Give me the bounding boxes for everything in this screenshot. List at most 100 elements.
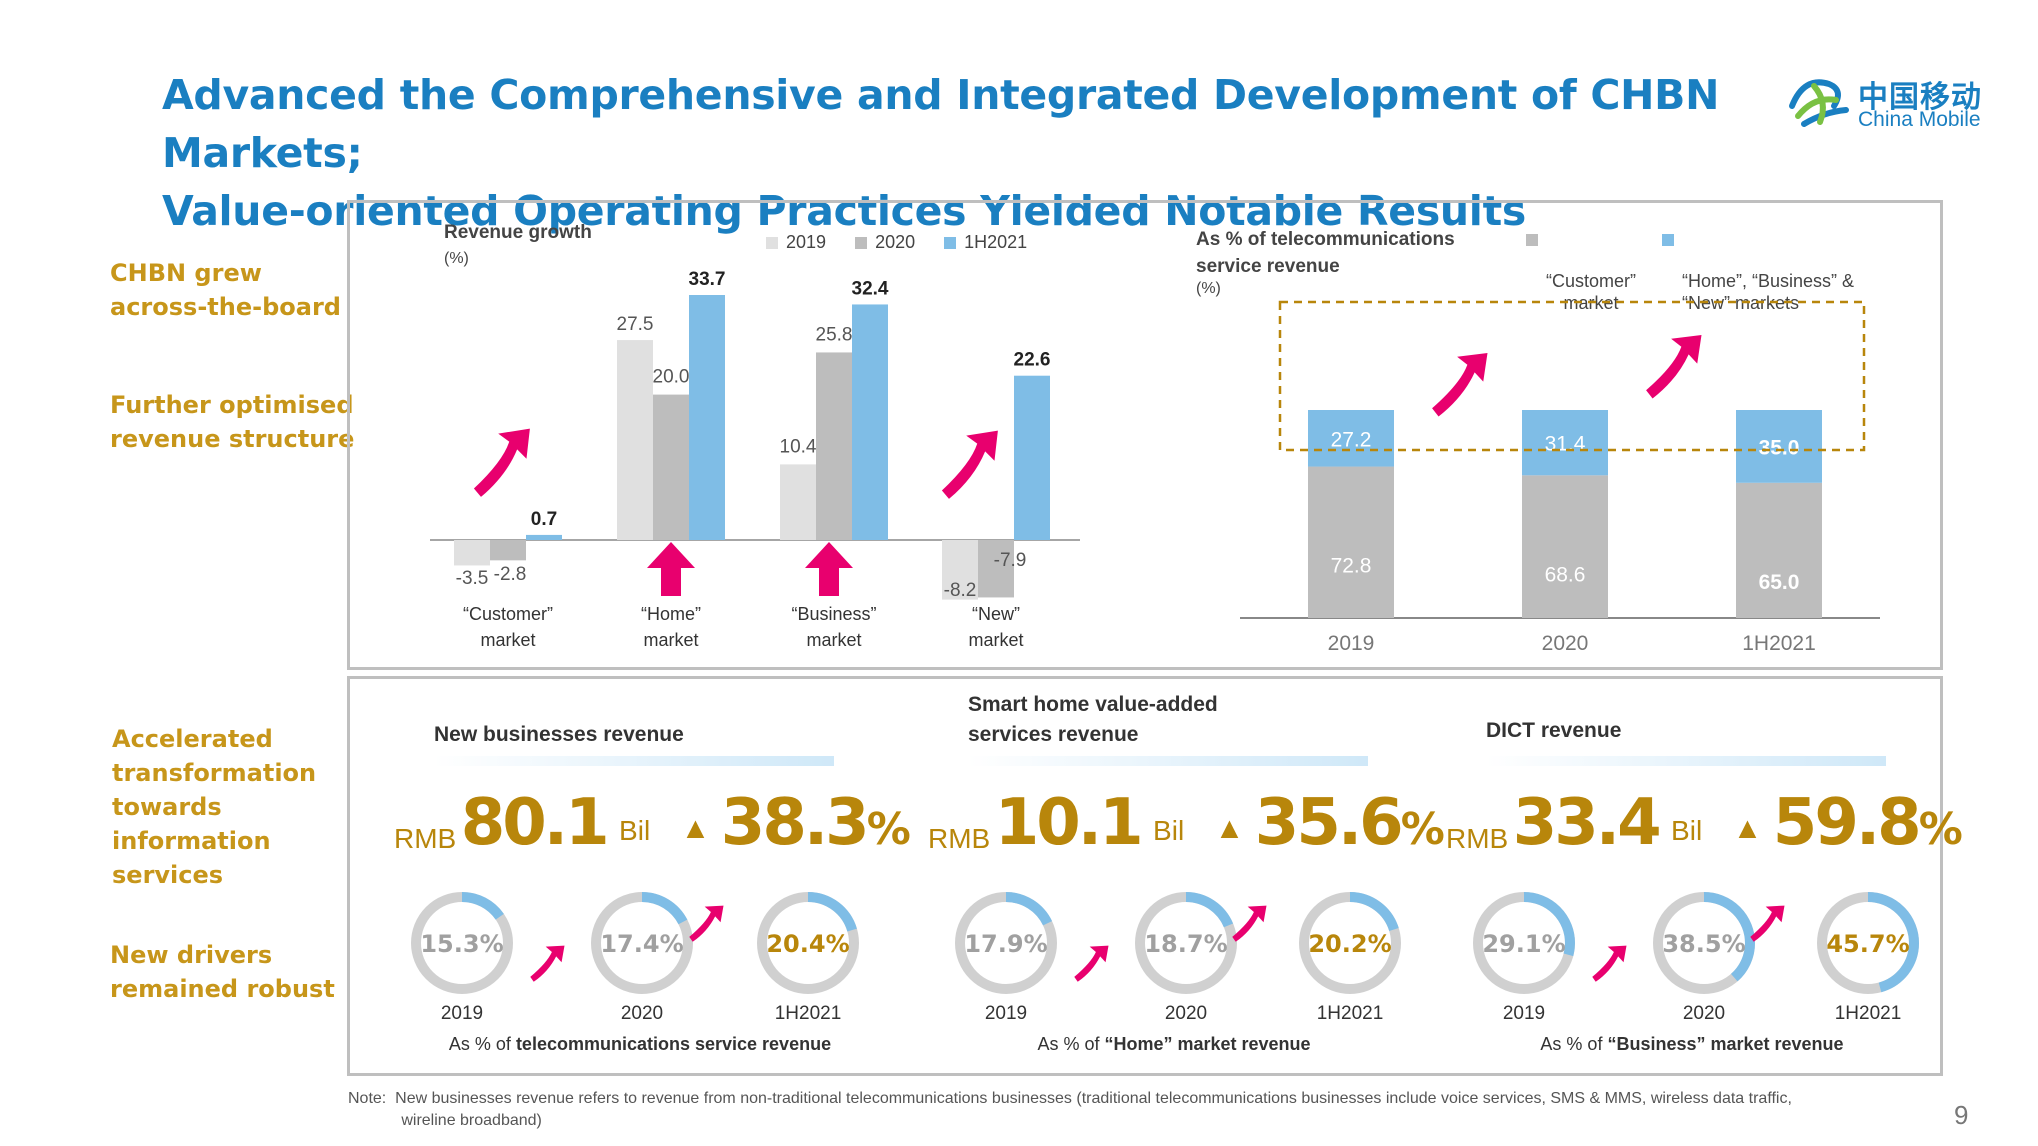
kpi-growth: 59.8 [1772, 786, 1922, 860]
growth-triangle-icon: ▲ [1732, 812, 1763, 845]
bar-2019 [780, 464, 816, 540]
up-arrow-icon [805, 542, 853, 596]
legend-label-2020: 2020 [875, 232, 916, 252]
chart1-unit: (%) [444, 250, 469, 267]
chart1-legend: 2019 2020 1H2021 [766, 232, 1027, 253]
donut-year-label: 2020 [1165, 1003, 1207, 1020]
revenue-structure-chart: 72.8 27.2 2019 68.6 31.4 2020 65.0 35.0 1H2021 [1240, 300, 1880, 655]
donut-row: 17.9% 2019 18.7% 2020 20.2% 1H2021 [955, 892, 1401, 1020]
kpi-headline: RMB 80.1 Bil ▲ 38.3% [394, 786, 911, 860]
kpi-growth: 38.3 [720, 786, 870, 860]
kpi-caption-bold: “Home” market revenue [1104, 1034, 1311, 1054]
bar-2020 [490, 540, 526, 561]
kpi-amount: 33.4 [1512, 786, 1662, 860]
donut-label: 15.3% [420, 930, 503, 958]
bar-value-label: 20.0 [653, 367, 690, 388]
kpi-growth: 35.6 [1254, 786, 1404, 860]
category-label: “Business” [791, 604, 876, 624]
kpi-caption-prefix: As % of [1037, 1034, 1105, 1054]
kpi-caption-bold: telecommunications service revenue [515, 1034, 832, 1054]
donut-value-arc [591, 892, 693, 994]
bar-1h2021 [689, 295, 725, 540]
bar-2020 [816, 352, 852, 540]
bar-value-label: -8.2 [944, 580, 977, 601]
year-axis-label: 2019 [1328, 632, 1375, 655]
chart2-unit: (%) [1196, 280, 1221, 297]
stacked-bar-hbn [1308, 410, 1394, 467]
bar-2019 [617, 340, 653, 540]
footnote: Note: New businesses revenue refers to r… [348, 1090, 1792, 1129]
side-label-transformation: Accelerated transformation towards infor… [112, 725, 317, 889]
donut-label: 20.2% [1308, 930, 1391, 958]
bar-value-label: 32.4 [852, 278, 889, 299]
donut-value-arc [1817, 892, 1919, 994]
donut-year-label: 2019 [441, 1003, 483, 1020]
kpi-title-underline [434, 756, 834, 766]
donut-label: 18.7% [1144, 930, 1227, 958]
category-label: market [968, 630, 1023, 650]
category-label: market [480, 630, 535, 650]
donut-label: 45.7% [1826, 930, 1909, 958]
donut-value-arc [411, 892, 513, 994]
category-label: market [806, 630, 861, 650]
category-label: market [643, 630, 698, 650]
legend-swatch-customer [1526, 234, 1538, 246]
kpi-title-underline [1486, 756, 1886, 766]
kpi-caption-prefix: As % of [1540, 1034, 1608, 1054]
kpi-growth-pct: % [1918, 804, 1963, 855]
page-number: 9 [1954, 1100, 1969, 1130]
growth-arrow-icon [1750, 905, 1785, 942]
stacked-bar-customer [1736, 482, 1822, 618]
donut-value-arc [1653, 892, 1755, 994]
legend-swatch-2020 [855, 237, 868, 250]
kpi-headline: RMB 33.4 Bil ▲ 59.8% [1446, 786, 1963, 860]
highlight-dashed-box [1278, 300, 1866, 452]
bar-2019 [454, 540, 490, 566]
growth-arrow-icon [1592, 945, 1627, 982]
side-label-chbn-grew: CHBN grew across-the-board [110, 259, 341, 321]
donut-year-label: 2019 [985, 1003, 1027, 1020]
donut-row: 15.3% 2019 17.4% 2020 20.4% 1H2021 [411, 892, 859, 1020]
side-label-new-drivers: New drivers remained robust [110, 941, 335, 1003]
donut-label: 29.1% [1482, 930, 1565, 958]
bar-value-label: -2.8 [494, 564, 527, 585]
donut-year-label: 2019 [1503, 1003, 1545, 1020]
category-label: “New” [972, 604, 1020, 624]
kpi-amount: 80.1 [460, 786, 610, 860]
donut-row: 29.1% 2019 38.5% 2020 45.7% 1H2021 [1473, 892, 1919, 1020]
donut-label: 38.5% [1662, 930, 1745, 958]
growth-arrow-icon [473, 428, 530, 497]
donut-label: 17.4% [600, 930, 683, 958]
chart2-legend-hbn: “Home”, “Business” & “New” markets [1662, 226, 1854, 314]
kpi-caption: As % of “Home” market revenue [914, 1034, 1434, 1055]
growth-arrow-icon [1432, 352, 1488, 417]
donut-year-label: 1H2021 [1835, 1003, 1902, 1020]
bar-value-label: 10.4 [780, 436, 817, 457]
stacked-value-label: 35.0 [1759, 436, 1800, 459]
year-axis-label: 1H2021 [1742, 632, 1816, 655]
kpi-caption: As % of “Business” market revenue [1432, 1034, 1952, 1055]
stacked-value-label: 72.8 [1331, 555, 1372, 578]
bar-2020 [653, 394, 689, 540]
stacked-bar-hbn [1736, 410, 1822, 483]
kpi-title: New businesses revenue [434, 723, 684, 746]
bar-value-label: -3.5 [456, 568, 489, 589]
growth-triangle-icon: ▲ [680, 812, 711, 845]
bar-2019 [942, 540, 978, 600]
category-label: “Home” [641, 604, 701, 624]
legend-swatch-2019 [766, 237, 778, 250]
stacked-value-label: 68.6 [1545, 563, 1586, 586]
kpi-title-underline [968, 756, 1368, 766]
kpi-caption-bold: “Business” market revenue [1607, 1034, 1844, 1054]
donut-value-arc [1135, 892, 1237, 994]
kpi-currency: RMB [394, 823, 457, 854]
growth-triangle-icon: ▲ [1214, 812, 1245, 845]
chart1-title: Revenue growth [444, 222, 592, 243]
stacked-value-label: 31.4 [1545, 433, 1586, 456]
donut-year-label: 2020 [621, 1003, 663, 1020]
year-axis-label: 2020 [1542, 632, 1589, 655]
growth-arrow-icon [1232, 905, 1267, 942]
logo-text-cn: 中国移动 [1858, 80, 1982, 115]
donut-value-arc [1473, 892, 1575, 994]
stacked-bar-hbn [1522, 410, 1608, 476]
